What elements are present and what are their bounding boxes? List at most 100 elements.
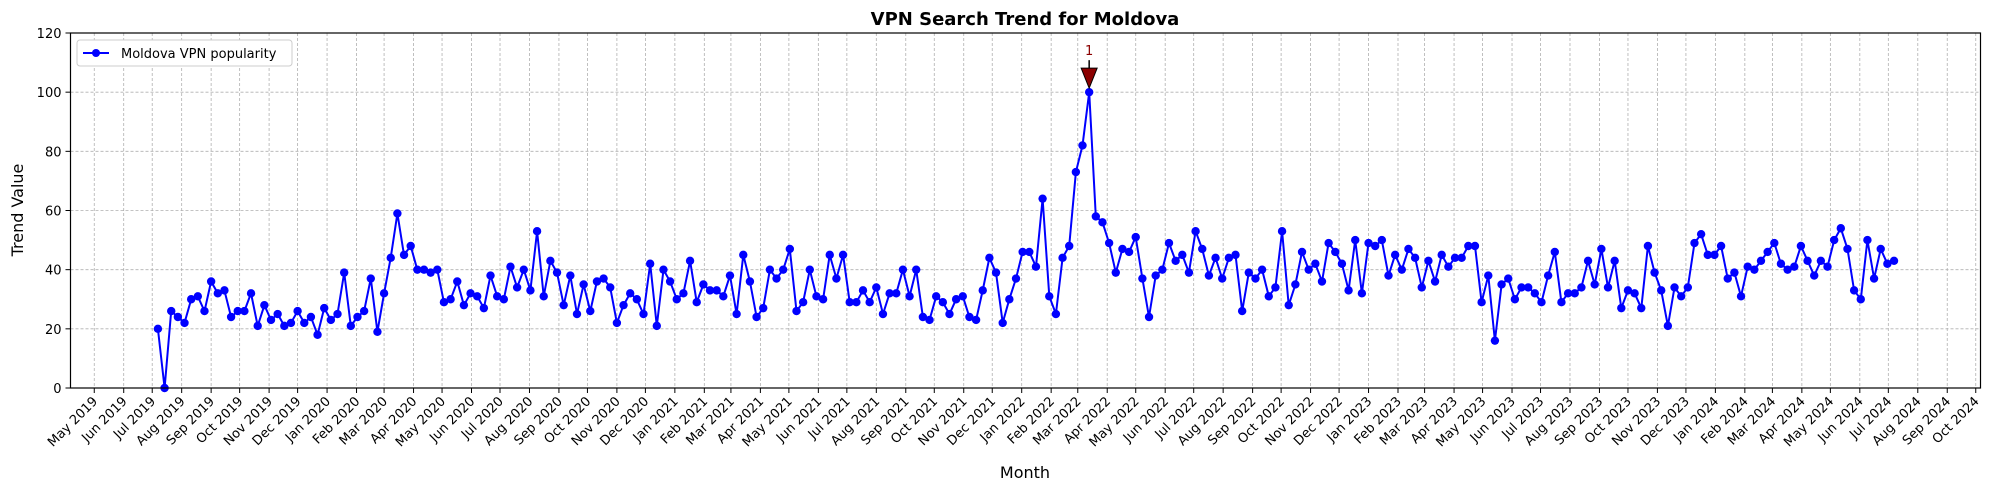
data-point (180, 318, 189, 328)
data-point (765, 265, 775, 274)
data-point (473, 292, 482, 301)
data-point (1637, 303, 1646, 313)
data-point (273, 309, 282, 319)
peak-annotation: 1 (1080, 44, 1098, 90)
data-point (320, 303, 329, 313)
data-point (798, 298, 808, 307)
data-point (1810, 271, 1819, 280)
data-point (1690, 238, 1699, 248)
data-point (792, 306, 801, 316)
data-point (220, 286, 229, 295)
data-point (1816, 256, 1826, 265)
data-point (1464, 241, 1473, 251)
y-tick-label: 80 (45, 145, 62, 160)
data-point (659, 265, 668, 274)
data-point (1756, 256, 1766, 265)
data-point (1444, 262, 1453, 271)
data-point (692, 298, 701, 307)
data-point (1184, 268, 1194, 277)
data-point (419, 265, 429, 274)
data-point (1198, 244, 1207, 254)
data-point (153, 324, 163, 334)
data-point (1224, 253, 1234, 263)
data-point (1450, 253, 1460, 263)
data-point (1577, 283, 1586, 292)
y-tick-label: 100 (37, 86, 62, 101)
data-point (1710, 250, 1719, 260)
data-point (326, 315, 336, 325)
data-point (951, 295, 961, 304)
data-point (945, 309, 954, 319)
data-point (1590, 280, 1599, 289)
data-point (1570, 289, 1579, 298)
data-point (1863, 235, 1872, 245)
data-point (1430, 277, 1440, 286)
data-point (167, 306, 176, 316)
data-point (1324, 238, 1333, 248)
data-point (739, 250, 748, 260)
data-point (885, 289, 894, 298)
data-point (1218, 274, 1227, 283)
data-point (639, 309, 648, 319)
data-point (1703, 250, 1712, 260)
data-point (1557, 298, 1566, 307)
data-point (1171, 256, 1180, 265)
data-point (373, 327, 382, 336)
data-point (785, 244, 795, 254)
data-point (1071, 167, 1081, 177)
data-point (925, 315, 934, 325)
data-point (286, 318, 296, 328)
data-point (1031, 262, 1041, 271)
data-point (1623, 286, 1633, 295)
grid-lines (70, 32, 1981, 389)
data-point (1404, 244, 1413, 254)
data-point (206, 277, 216, 286)
data-point (439, 298, 449, 307)
data-point (592, 277, 602, 286)
data-point (193, 292, 203, 301)
data-point (1530, 289, 1540, 298)
data-point (1490, 336, 1500, 345)
y-tick-label: 40 (45, 264, 62, 279)
data-point (406, 241, 415, 251)
data-point (1351, 235, 1360, 245)
data-point (1111, 268, 1120, 277)
data-point (1683, 283, 1693, 292)
data-point (486, 271, 495, 280)
data-point (1124, 247, 1134, 257)
data-point (346, 321, 356, 331)
data-point (1138, 274, 1147, 283)
data-point (1630, 289, 1639, 298)
data-point (1550, 247, 1559, 257)
data-point (1410, 253, 1420, 263)
data-point (705, 286, 715, 295)
data-point (1750, 265, 1759, 274)
y-axis-ticks: 0 20 40 60 80 100 120 (37, 27, 71, 397)
data-point (393, 209, 402, 218)
data-point (1237, 306, 1247, 316)
data-point (526, 286, 535, 295)
data-point (1264, 292, 1273, 301)
y-tick-label: 60 (45, 205, 62, 220)
data-point (872, 283, 881, 292)
data-point (745, 277, 755, 286)
data-point (1790, 262, 1799, 271)
data-point (912, 265, 921, 274)
data-point (1011, 274, 1021, 283)
data-point (1244, 268, 1254, 277)
data-point (858, 286, 868, 295)
data-point (1045, 292, 1054, 301)
data-point (712, 286, 721, 295)
legend-box (76, 39, 293, 67)
data-point (499, 295, 509, 304)
legend-label: Moldova VPN popularity (121, 47, 277, 62)
data-point (566, 271, 575, 280)
data-point (1257, 265, 1267, 274)
data-point (845, 298, 854, 307)
data-point (1144, 312, 1154, 322)
data-point (1065, 241, 1074, 251)
data-point (1291, 280, 1300, 289)
data-point (552, 268, 562, 277)
data-point (852, 298, 861, 307)
